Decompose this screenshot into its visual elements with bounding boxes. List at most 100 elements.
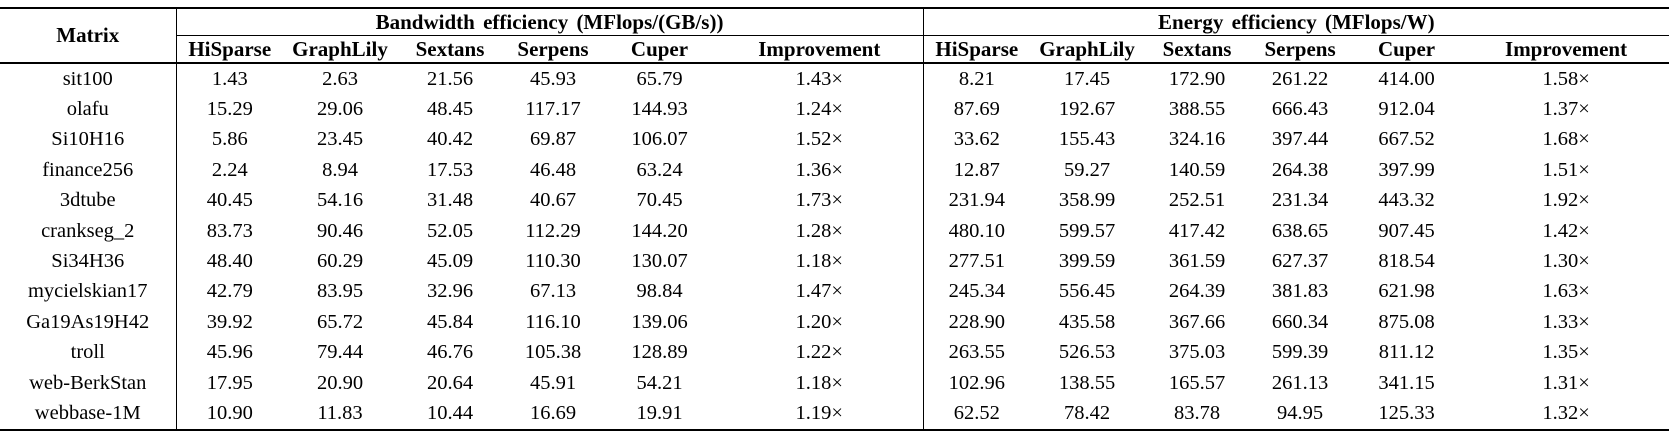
bw-sextans-cell: 45.09 xyxy=(426,250,474,273)
en-improvement-cell: 1.92× xyxy=(1542,189,1590,212)
en-graphlily-cell: 399.59 xyxy=(1058,250,1116,273)
bw-graphlily-cell: 54.16 xyxy=(316,189,364,212)
bw-cuper-cell: 144.20 xyxy=(631,219,688,242)
en-cuper-cell: 912.04 xyxy=(1378,98,1435,121)
table-header: Matrix Bandwidth efficiency (MFlops/(GB/… xyxy=(0,8,1669,64)
en-graphlily-cell: 358.99 xyxy=(1058,189,1116,212)
bw-graphlily-cell: 8.94 xyxy=(322,158,358,181)
en-column-header-improvement: Improvement xyxy=(1463,35,1669,64)
table-row: Ga19As19H42 39.92 65.72 45.84 116.10 139.06 1.… xyxy=(0,307,1669,338)
bw-serpens-cell: 45.91 xyxy=(529,371,577,394)
bw-improvement-cell: 1.20× xyxy=(795,310,843,333)
bandwidth-efficiency-group-header: Bandwidth efficiency (MFlops/(GB/s)) xyxy=(175,8,924,36)
bw-serpens-cell: 69.87 xyxy=(529,128,577,151)
bw-graphlily-cell: 11.83 xyxy=(317,401,363,424)
bw-graphlily-cell: 20.90 xyxy=(316,371,364,394)
bw-sextans-cell: 21.56 xyxy=(426,67,474,90)
en-serpens-cell: 231.34 xyxy=(1271,189,1329,212)
bw-improvement-cell: 1.28× xyxy=(795,219,843,242)
bw-serpens-cell: 116.10 xyxy=(525,310,581,333)
bw-cuper-cell: 106.07 xyxy=(631,128,688,151)
en-sextans-cell: 361.59 xyxy=(1168,250,1226,273)
bw-serpens-cell: 67.13 xyxy=(529,280,577,303)
en-sextans-cell: 375.03 xyxy=(1168,341,1226,364)
en-hisparse-cell: 62.52 xyxy=(922,398,1031,430)
bw-cuper-cell: 54.21 xyxy=(636,371,683,394)
en-improvement-cell: 1.35× xyxy=(1542,341,1590,364)
en-serpens-cell: 94.95 xyxy=(1276,401,1324,424)
en-serpens-cell: 599.39 xyxy=(1271,341,1329,364)
bw-serpens-cell: 110.30 xyxy=(525,250,581,273)
table-row: webbase-1M 10.90 11.83 10.44 16.69 19.91 1.19×… xyxy=(0,398,1669,430)
bw-improvement-cell: 1.19× xyxy=(795,401,843,424)
en-graphlily-cell: 138.55 xyxy=(1058,371,1116,394)
bw-column-header-improvement: Improvement xyxy=(716,35,924,64)
bw-hisparse-cell: 83.73 xyxy=(175,215,283,247)
en-serpens-cell: 381.83 xyxy=(1271,280,1329,303)
en-improvement-cell: 1.37× xyxy=(1542,98,1590,121)
matrix-name-cell: webbase-1M xyxy=(34,401,141,424)
en-serpens-cell: 261.13 xyxy=(1271,371,1329,394)
en-graphlily-cell: 556.45 xyxy=(1058,280,1116,303)
bw-sextans-cell: 45.84 xyxy=(426,310,474,333)
en-improvement-cell: 1.42× xyxy=(1542,219,1590,242)
en-cuper-cell: 811.12 xyxy=(1378,341,1435,364)
bw-cuper-cell: 130.07 xyxy=(631,250,688,273)
matrix-name-cell: mycielskian17 xyxy=(27,280,148,303)
matrix-name-cell: troll xyxy=(70,341,105,364)
group-header-row: Matrix Bandwidth efficiency (MFlops/(GB/… xyxy=(0,8,1669,64)
en-cuper-cell: 443.32 xyxy=(1378,189,1435,212)
table-row: troll 45.96 79.44 46.76 105.38 128.89 1.22× 263… xyxy=(0,337,1669,368)
table-row: sit100 1.43 2.63 21.56 45.93 65.79 1.43× 8.21 17… xyxy=(0,63,1669,95)
en-hisparse-cell: 231.94 xyxy=(922,185,1031,216)
bw-hisparse-cell: 15.29 xyxy=(175,94,283,125)
bw-cuper-cell: 144.93 xyxy=(631,98,688,121)
en-cuper-cell: 125.33 xyxy=(1378,401,1435,424)
matrix-name-cell: web-BerkStan xyxy=(29,371,147,394)
en-sextans-cell: 252.51 xyxy=(1168,189,1226,212)
en-cuper-cell: 341.15 xyxy=(1378,371,1435,394)
en-graphlily-cell: 526.53 xyxy=(1058,341,1116,364)
bw-improvement-cell: 1.52× xyxy=(795,128,843,151)
bw-cuper-cell: 128.89 xyxy=(631,341,688,364)
bw-serpens-cell: 112.29 xyxy=(525,219,581,242)
en-serpens-cell: 638.65 xyxy=(1271,219,1329,242)
table-body: sit100 1.43 2.63 21.56 45.93 65.79 1.43× 8.21 17… xyxy=(0,63,1669,430)
en-hisparse-cell: 480.10 xyxy=(922,215,1031,247)
bw-sextans-cell: 10.44 xyxy=(426,401,474,424)
en-hisparse-cell: 102.96 xyxy=(922,367,1031,399)
bw-serpens-cell: 16.69 xyxy=(529,401,577,424)
table-row: mycielskian17 42.79 83.95 32.96 67.13 98.84 1.… xyxy=(0,276,1669,308)
table-row: Si10H16 5.86 23.45 40.42 69.87 106.07 1.52× 33.… xyxy=(0,124,1669,156)
en-graphlily-cell: 78.42 xyxy=(1063,401,1111,424)
en-cuper-cell: 818.54 xyxy=(1378,250,1435,273)
en-serpens-cell: 264.38 xyxy=(1271,158,1329,181)
bw-improvement-cell: 1.24× xyxy=(795,98,843,121)
bw-sextans-cell: 17.53 xyxy=(426,158,474,181)
bw-graphlily-cell: 60.29 xyxy=(316,250,364,273)
en-hisparse-cell: 277.51 xyxy=(922,246,1031,277)
bw-serpens-cell: 105.38 xyxy=(524,341,582,364)
en-improvement-cell: 1.68× xyxy=(1542,128,1590,151)
en-graphlily-cell: 192.67 xyxy=(1058,98,1116,121)
en-improvement-cell: 1.30× xyxy=(1542,250,1590,273)
table-row: Si34H36 48.40 60.29 45.09 110.30 130.07 1.18× 2… xyxy=(0,246,1669,277)
en-serpens-cell: 660.34 xyxy=(1271,310,1329,333)
bw-column-header-serpens: Serpens xyxy=(503,35,603,64)
en-sextans-cell: 324.16 xyxy=(1168,128,1226,151)
en-serpens-cell: 627.37 xyxy=(1271,250,1329,273)
bw-hisparse-cell: 42.79 xyxy=(175,276,283,308)
en-sextans-cell: 172.90 xyxy=(1168,67,1226,90)
bw-hisparse-cell: 5.86 xyxy=(175,124,283,156)
bw-improvement-cell: 1.47× xyxy=(795,280,843,303)
en-improvement-cell: 1.63× xyxy=(1542,280,1590,303)
matrix-name-cell: Si34H36 xyxy=(51,250,125,273)
bw-cuper-cell: 65.79 xyxy=(636,67,683,90)
bw-hisparse-cell: 17.95 xyxy=(175,367,283,399)
en-serpens-cell: 666.43 xyxy=(1271,98,1329,121)
bw-cuper-cell: 139.06 xyxy=(631,310,688,333)
bw-serpens-cell: 45.93 xyxy=(529,67,577,90)
en-hisparse-cell: 263.55 xyxy=(922,337,1031,368)
en-sextans-cell: 264.39 xyxy=(1168,280,1226,303)
